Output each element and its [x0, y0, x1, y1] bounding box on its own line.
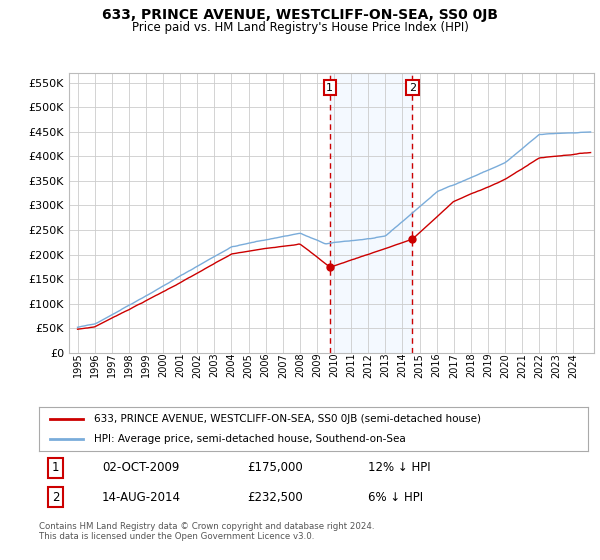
- Text: Price paid vs. HM Land Registry's House Price Index (HPI): Price paid vs. HM Land Registry's House …: [131, 21, 469, 34]
- Text: 2023: 2023: [551, 353, 562, 377]
- Text: HPI: Average price, semi-detached house, Southend-on-Sea: HPI: Average price, semi-detached house,…: [94, 434, 406, 444]
- Text: 2007: 2007: [278, 353, 288, 377]
- Text: 2017: 2017: [449, 353, 459, 377]
- Text: 2003: 2003: [209, 353, 220, 377]
- Text: 1: 1: [52, 461, 59, 474]
- Text: 2000: 2000: [158, 353, 168, 377]
- Text: 2: 2: [52, 491, 59, 504]
- Text: 2005: 2005: [244, 353, 254, 377]
- Text: 2015: 2015: [415, 353, 425, 377]
- Text: 2018: 2018: [466, 353, 476, 377]
- Text: 6% ↓ HPI: 6% ↓ HPI: [368, 491, 424, 504]
- Text: 2001: 2001: [175, 353, 185, 377]
- Text: 12% ↓ HPI: 12% ↓ HPI: [368, 461, 431, 474]
- Text: £232,500: £232,500: [248, 491, 304, 504]
- Text: 02-OCT-2009: 02-OCT-2009: [102, 461, 179, 474]
- Text: 2009: 2009: [312, 353, 322, 377]
- Text: 2021: 2021: [517, 353, 527, 377]
- Text: 633, PRINCE AVENUE, WESTCLIFF-ON-SEA, SS0 0JB (semi-detached house): 633, PRINCE AVENUE, WESTCLIFF-ON-SEA, SS…: [94, 414, 481, 424]
- Text: 1999: 1999: [141, 353, 151, 377]
- Bar: [330, 73, 412, 353]
- Text: 2006: 2006: [260, 353, 271, 377]
- Text: 2010: 2010: [329, 353, 339, 377]
- Text: 2012: 2012: [363, 353, 373, 377]
- Text: 1: 1: [326, 83, 333, 92]
- Text: 2002: 2002: [192, 353, 202, 377]
- Text: 2022: 2022: [534, 353, 544, 377]
- Text: 2020: 2020: [500, 353, 510, 377]
- Text: 1997: 1997: [107, 353, 117, 377]
- Text: Contains HM Land Registry data © Crown copyright and database right 2024.
This d: Contains HM Land Registry data © Crown c…: [39, 522, 374, 542]
- Text: 633, PRINCE AVENUE, WESTCLIFF-ON-SEA, SS0 0JB: 633, PRINCE AVENUE, WESTCLIFF-ON-SEA, SS…: [102, 8, 498, 22]
- Text: 14-AUG-2014: 14-AUG-2014: [102, 491, 181, 504]
- Text: 2004: 2004: [226, 353, 236, 377]
- Text: 1996: 1996: [89, 353, 100, 377]
- Text: 1998: 1998: [124, 353, 134, 377]
- Text: £175,000: £175,000: [248, 461, 304, 474]
- Text: 2: 2: [409, 83, 416, 92]
- Text: 1995: 1995: [73, 353, 83, 377]
- Text: 2024: 2024: [568, 353, 578, 377]
- Text: 2008: 2008: [295, 353, 305, 377]
- Text: 2011: 2011: [346, 353, 356, 377]
- Text: 2013: 2013: [380, 353, 391, 377]
- Text: 2019: 2019: [483, 353, 493, 377]
- Text: 2016: 2016: [431, 353, 442, 377]
- Text: 2014: 2014: [397, 353, 407, 377]
